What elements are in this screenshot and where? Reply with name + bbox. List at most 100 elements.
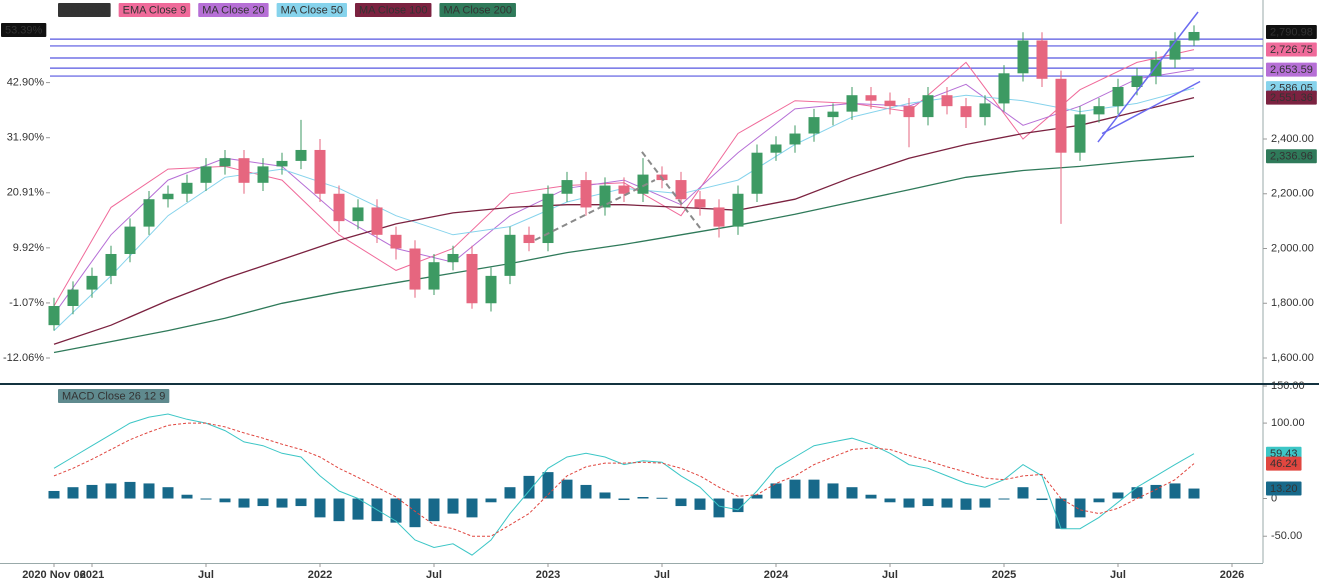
candle-body (846, 95, 858, 112)
ma-last-tag-bg (1266, 90, 1317, 105)
macd-histogram-bar (48, 490, 60, 499)
legend-item-bg (198, 3, 269, 17)
candle-body (1017, 40, 1029, 74)
macd-histogram-bar (314, 498, 326, 518)
macd-histogram-bar (276, 498, 288, 508)
ma-line (53, 96, 1195, 345)
candle-body (732, 193, 744, 227)
ma-last-tag-bg (1266, 149, 1317, 164)
candle-body (219, 158, 231, 167)
candle-body (466, 253, 478, 304)
candle-body (352, 207, 364, 222)
pct-current-tag: 53.39% (1, 23, 47, 38)
candle-body (1131, 76, 1143, 87)
ma-last-tag-text: 2,336.96 (1270, 151, 1313, 163)
macd-histogram-bar (523, 475, 535, 499)
macd-histogram-bar (67, 487, 79, 499)
macd-histogram-bar (618, 498, 630, 501)
signal-last-tag-bg (1266, 456, 1302, 471)
macd-histogram-bar (333, 498, 345, 522)
candle-body (314, 149, 326, 194)
candle-body (409, 248, 421, 290)
candle-body (751, 152, 763, 194)
candle-body (105, 253, 117, 276)
macd-histogram-bar (143, 483, 155, 499)
candle-body (979, 103, 991, 118)
pct-tick-label: 20.91% (7, 187, 45, 199)
candle-body (713, 207, 725, 227)
legend-item: MA Close 100 (354, 3, 432, 17)
macd-histogram-bar (200, 498, 212, 500)
candle-body (295, 149, 307, 161)
dashed-line (534, 179, 656, 241)
pct-tick-label: 31.90% (7, 132, 45, 144)
x-tick-label: Jul (426, 569, 442, 581)
legend-item-bg (118, 3, 191, 17)
macd-histogram-bar (1169, 483, 1181, 499)
signal-last-tag: 46.24 (1266, 456, 1302, 471)
y-tick-label: 1,800.00 (1271, 297, 1314, 309)
macd-histogram-bar (485, 498, 497, 503)
macd-histogram-bar (599, 492, 611, 499)
candle-body (998, 73, 1010, 104)
channel-line (1097, 11, 1199, 143)
ma-last-tag: 2,726.75 (1266, 42, 1317, 57)
ma-last-tag-bg (1266, 42, 1317, 57)
macd-histogram-bar (504, 487, 516, 499)
macd-title-text: MACD Close 26 12 9 (62, 390, 165, 402)
candle-body (257, 166, 269, 183)
histogram-last-tag: 13.20 (1266, 481, 1302, 496)
candle-body (1188, 31, 1200, 41)
candle-body (1093, 106, 1105, 115)
dashed-line (641, 151, 701, 229)
signal-line (53, 422, 1195, 537)
candle-body (200, 166, 212, 183)
macd-histogram-bar (808, 479, 820, 499)
macd-histogram-bar (352, 498, 364, 520)
macd-histogram-bar (542, 472, 554, 499)
candle-body (618, 185, 630, 194)
x-tick-label: Jul (198, 569, 214, 581)
candle-body (523, 234, 535, 244)
candle-body (599, 185, 611, 208)
x-tick-label: Jul (882, 569, 898, 581)
channel-line (1101, 80, 1201, 135)
x-tick-label: 2023 (536, 569, 560, 581)
x-tick-label: 2026 (1220, 569, 1244, 581)
candle-body (865, 95, 877, 101)
legend-item-text: EMA Close 9 (123, 4, 187, 16)
candle-body (1074, 114, 1086, 153)
x-tick-label: 2021 (80, 569, 104, 581)
ma-last-tag-text: 2,653.59 (1270, 64, 1313, 76)
candle-body (675, 180, 687, 200)
macd-histogram-bar (751, 494, 763, 499)
legend-item-bg (276, 3, 347, 17)
candle-body (1169, 40, 1181, 60)
macd-histogram-bar (295, 498, 307, 507)
pct-current-tag-text: 53.39% (5, 24, 43, 36)
legend-item-bg (58, 3, 111, 17)
macd-histogram-bar (960, 498, 972, 510)
pct-tick-label: -1.07% (9, 297, 44, 309)
candle-body (447, 253, 459, 263)
macd-histogram-bar (181, 494, 193, 499)
macd-y-tick-label: 100.00 (1271, 417, 1305, 429)
pct-current-tag-bg (1, 23, 47, 38)
ma-last-tag-text: 2,551.36 (1270, 92, 1313, 104)
macd-histogram-bar (124, 481, 136, 499)
candle-body (789, 133, 801, 145)
candle-body (884, 100, 896, 107)
candle-body (276, 160, 288, 167)
macd-histogram-bar (447, 498, 459, 514)
candle-body (941, 95, 953, 107)
macd-title-bg (58, 389, 170, 403)
legend-item-text: MA Close 50 (281, 4, 343, 16)
pct-tick-label: 42.90% (7, 76, 45, 88)
macd-histogram-bar (998, 498, 1010, 500)
candle-body (238, 158, 250, 183)
macd-histogram-bar (428, 498, 440, 522)
legend-item: MA Close 20 (198, 3, 269, 17)
macd-histogram-bar (409, 498, 421, 528)
x-tick-label: 2020 Nov 06 (22, 569, 86, 581)
x-tick-label: 2022 (308, 569, 332, 581)
